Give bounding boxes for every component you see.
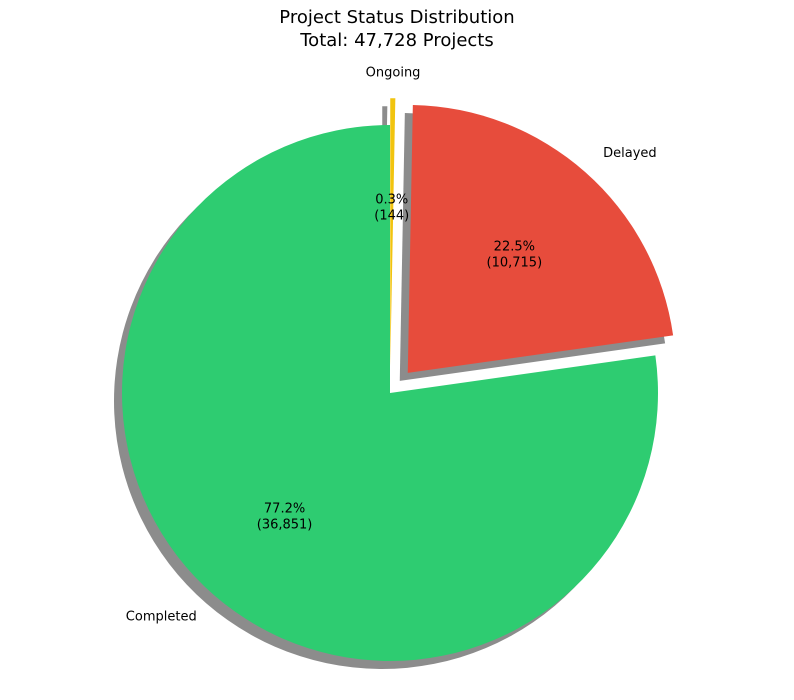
slice-count-completed: (36,851) xyxy=(257,517,313,532)
slice-count-delayed: (10,715) xyxy=(487,256,543,271)
slice-label-completed: Completed xyxy=(126,610,197,625)
chart-title: Project Status Distribution xyxy=(279,7,515,28)
slice-percent-delayed: 22.5% xyxy=(494,240,535,255)
slice-percent-ongoing: 0.3% xyxy=(375,192,408,207)
pie-slice-completed xyxy=(121,125,658,661)
slice-percent-completed: 77.2% xyxy=(264,501,305,516)
slice-label-delayed: Delayed xyxy=(603,146,657,161)
slice-count-ongoing: (144) xyxy=(374,208,409,223)
pie-slice-delayed xyxy=(407,104,674,373)
chart-subtitle: Total: 47,728 Projects xyxy=(300,30,494,51)
pie-slice-ongoing xyxy=(390,98,396,367)
slice-label-ongoing: Ongoing xyxy=(366,65,421,80)
